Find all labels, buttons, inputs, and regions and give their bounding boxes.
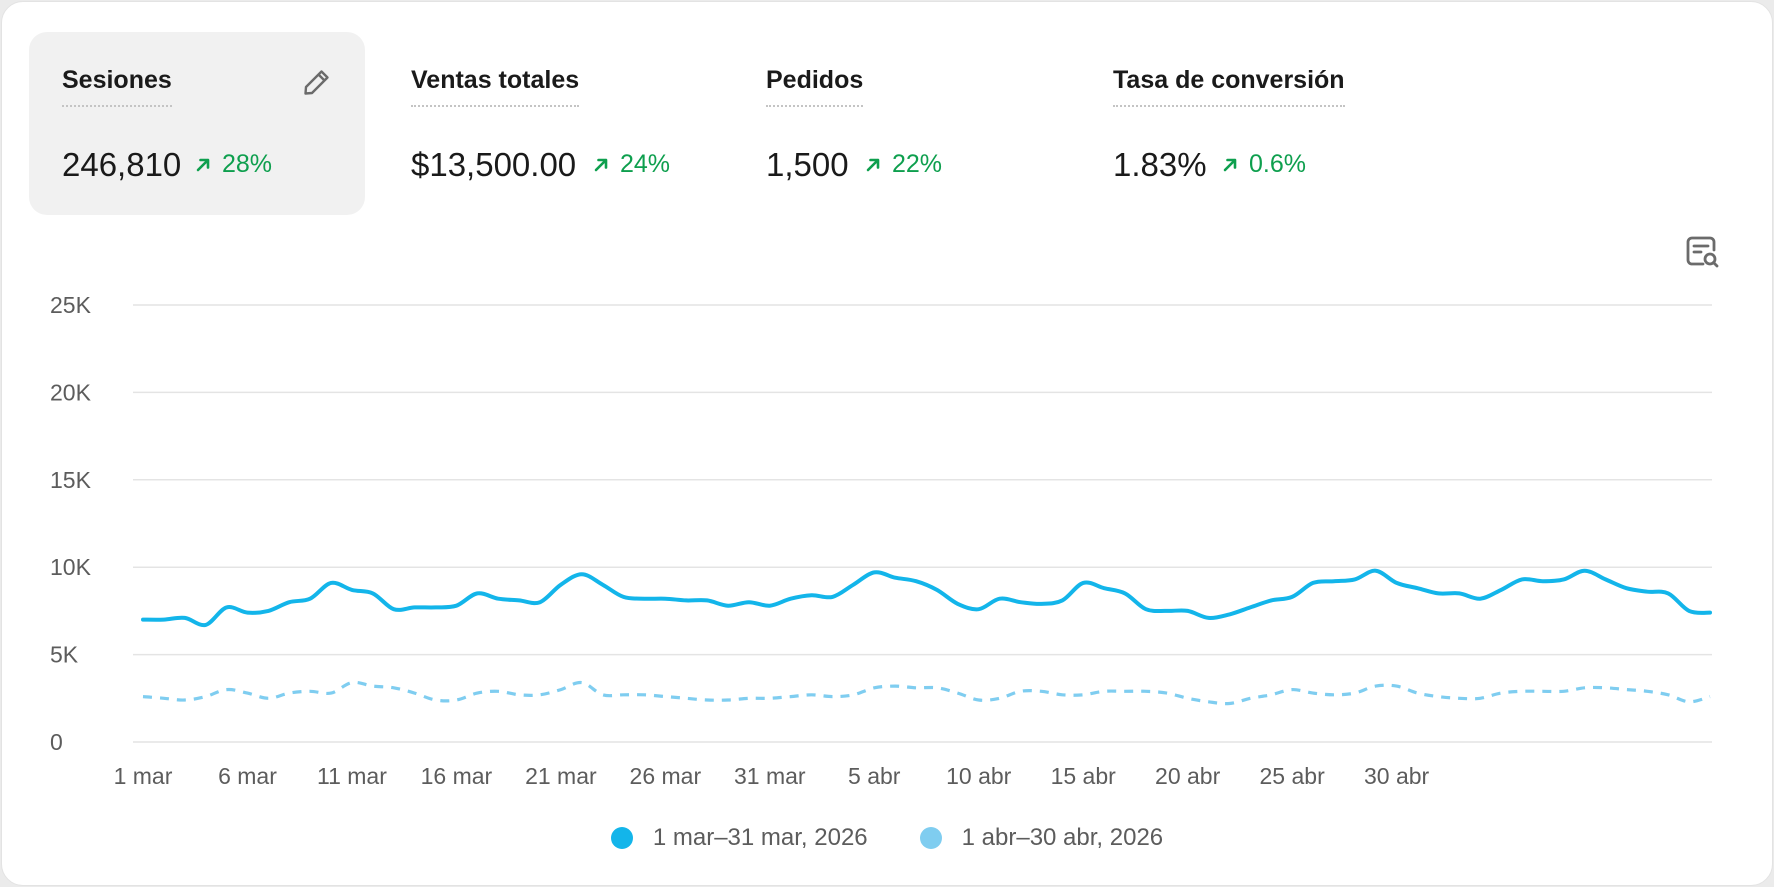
metric-card-orders[interactable]: Pedidos 1,500 22% — [733, 32, 1033, 215]
x-tick-label: 1 mar — [114, 763, 173, 789]
metric-title-conversion-rate[interactable]: Tasa de conversión — [1113, 66, 1345, 107]
metric-value-total-sales: $13,500.00 — [411, 146, 577, 183]
x-tick-label: 31 mar — [734, 763, 806, 789]
arrow-up-right-icon — [1223, 158, 1237, 171]
metric-value-sessions: 246,810 — [62, 146, 182, 183]
x-tick-label: 10 abr — [946, 763, 1012, 789]
x-tick-label: 25 abr — [1260, 763, 1326, 789]
y-tick-label: 0 — [50, 729, 63, 755]
series-line-comparison — [142, 680, 1711, 706]
pencil-icon — [304, 70, 329, 95]
metric-card-sessions[interactable]: Sesiones 246,810 28% — [29, 32, 365, 215]
report-search-icon — [1686, 236, 1719, 268]
metric-value-orders: 1,500 — [766, 146, 849, 183]
metric-title-orders[interactable]: Pedidos — [766, 66, 864, 107]
x-tick-label: 6 mar — [218, 763, 277, 789]
arrow-up-right-icon — [594, 158, 608, 171]
y-tick-label: 20K — [50, 379, 92, 405]
x-tick-label: 26 mar — [630, 763, 702, 789]
chart-legend: 1 mar–31 mar, 2026 1 abr–30 abr, 2026 — [2, 824, 1772, 852]
sessions-line-chart: 0 5K 10K 15K 20K 25K 1 mar 6 mar 11 mar 16 mar 21 … — [50, 292, 1712, 789]
legend-item-primary[interactable]: 1 mar–31 mar, 2026 — [610, 824, 868, 852]
x-tick-label: 16 mar — [421, 763, 493, 789]
y-tick-label: 10K — [50, 554, 92, 580]
arrow-up-right-icon — [196, 158, 210, 171]
metric-title-total-sales[interactable]: Ventas totales — [411, 66, 580, 107]
arrow-up-right-icon — [866, 158, 880, 171]
metric-change-value: 22% — [892, 150, 943, 178]
metric-card-conversion-rate[interactable]: Tasa de conversión 1.83% 0.6% — [1080, 32, 1420, 215]
x-tick-label: 30 abr — [1364, 763, 1430, 789]
legend-dot-primary — [610, 827, 633, 849]
metric-change-total-sales: 24% — [592, 150, 670, 179]
metric-card-total-sales[interactable]: Ventas totales $13,500.00 24% — [378, 32, 718, 215]
y-tick-label: 25K — [50, 292, 92, 318]
metric-change-conversion-rate: 0.6% — [1221, 150, 1306, 179]
legend-dot-comparison — [919, 827, 942, 849]
x-tick-label: 20 abr — [1155, 763, 1221, 789]
y-tick-label: 5K — [50, 642, 79, 668]
x-tick-label: 5 abr — [848, 763, 901, 789]
metric-change-sessions: 28% — [194, 150, 272, 179]
x-tick-label: 15 abr — [1051, 763, 1117, 789]
edit-metric-button[interactable] — [299, 64, 335, 100]
legend-item-comparison[interactable]: 1 abr–30 abr, 2026 — [919, 824, 1164, 852]
metric-change-value: 28% — [222, 150, 273, 178]
metric-change-value: 24% — [620, 150, 671, 178]
metric-value-conversion-rate: 1.83% — [1113, 146, 1207, 183]
metric-change-value: 0.6% — [1249, 150, 1306, 178]
x-tick-label: 21 mar — [525, 763, 597, 789]
view-report-button[interactable] — [1682, 232, 1722, 272]
legend-label-comparison: 1 abr–30 abr, 2026 — [961, 824, 1164, 851]
legend-label-primary: 1 mar–31 mar, 2026 — [652, 824, 868, 851]
y-tick-label: 15K — [50, 467, 92, 493]
metric-title-sessions[interactable]: Sesiones — [62, 66, 172, 107]
x-tick-label: 11 mar — [317, 763, 387, 789]
series-line-primary — [141, 568, 1712, 628]
metric-change-orders: 22% — [864, 150, 942, 179]
